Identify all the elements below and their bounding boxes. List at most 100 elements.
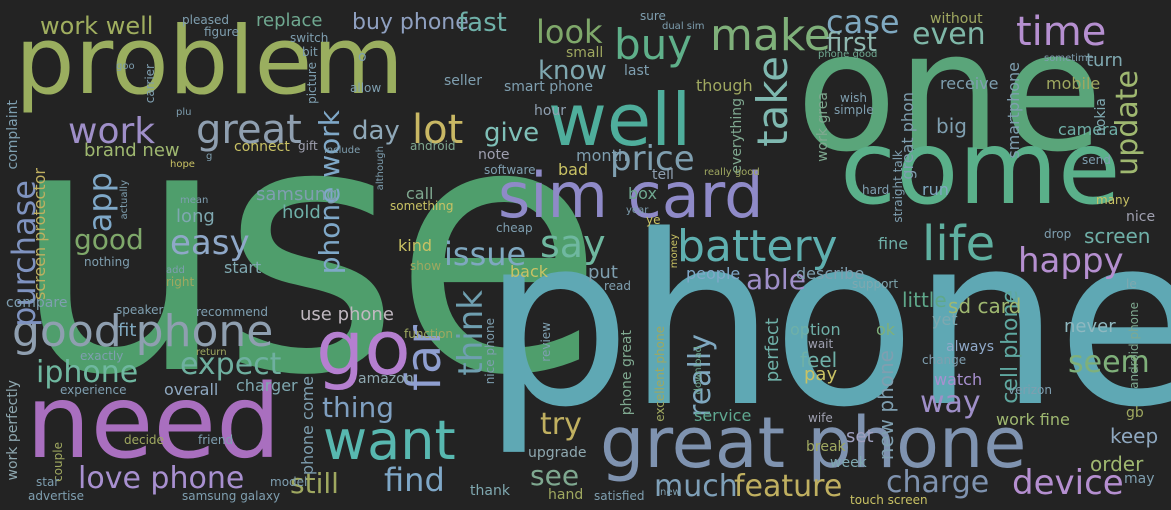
word-picture: picture bbox=[305, 62, 319, 104]
word-mean: mean bbox=[180, 195, 209, 206]
word-buy: buy bbox=[614, 20, 693, 69]
word-put: put bbox=[588, 262, 618, 283]
word-smartphone: smartphone bbox=[1004, 62, 1023, 159]
word-nice-phone: nice phone bbox=[483, 318, 497, 385]
word-device: device bbox=[1012, 463, 1124, 503]
word-love-phone: love phone bbox=[78, 461, 245, 496]
word-smart-phone: smart phone bbox=[504, 79, 594, 95]
word-give: give bbox=[484, 118, 540, 148]
word-download: download bbox=[693, 346, 704, 395]
word-complaint: complaint bbox=[5, 100, 21, 170]
word-able: able bbox=[746, 263, 806, 296]
word-run: run bbox=[922, 180, 949, 199]
word-still: still bbox=[290, 467, 339, 500]
word-lot: lot bbox=[412, 107, 464, 153]
word-well: well bbox=[548, 78, 692, 162]
word-review: review bbox=[539, 322, 553, 362]
word-sometime: sometime bbox=[1044, 53, 1094, 64]
word-turn: turn bbox=[1086, 50, 1123, 71]
word-sd-card: sd card bbox=[948, 294, 1022, 318]
word-compare: compare bbox=[6, 295, 68, 311]
word-read: read bbox=[604, 279, 632, 293]
word-samsung: samsung bbox=[256, 184, 338, 205]
word-software: software bbox=[484, 163, 536, 177]
word-without: without bbox=[930, 11, 983, 27]
word-buy-phone: buy phone bbox=[352, 10, 469, 35]
word-gb: gb bbox=[1126, 405, 1144, 421]
word-service: service bbox=[694, 406, 752, 425]
word-everything: everything bbox=[729, 98, 745, 174]
word-app: app bbox=[81, 172, 119, 233]
word-speaker: speaker bbox=[116, 303, 164, 317]
word-star: star bbox=[36, 475, 60, 489]
word-long: long bbox=[176, 206, 215, 227]
word-return: return bbox=[196, 347, 227, 358]
word-box: box bbox=[628, 184, 657, 203]
word-samsung-galaxy: samsung galaxy bbox=[182, 489, 281, 503]
word-much: much bbox=[654, 469, 738, 504]
word-fast: fast bbox=[458, 8, 507, 38]
word-yet: yet bbox=[932, 310, 958, 329]
word-work-well: work well bbox=[40, 12, 154, 40]
word-describe: describe bbox=[796, 264, 865, 283]
word-simple: simple bbox=[834, 103, 874, 117]
word-sure: sure bbox=[640, 9, 666, 23]
word-many: many bbox=[1096, 193, 1130, 207]
word-work-grea: work grea bbox=[815, 92, 831, 162]
word-hour: hour bbox=[534, 103, 567, 119]
word-g: g bbox=[206, 151, 213, 162]
word-experience: experience bbox=[60, 383, 127, 397]
word-people: people bbox=[686, 264, 741, 283]
word-seller: seller bbox=[444, 73, 483, 89]
word-feel: feel bbox=[800, 348, 838, 372]
word-hand: hand bbox=[548, 487, 584, 503]
word-work-perfectly: work perfectly bbox=[5, 380, 21, 481]
word-use: use bbox=[10, 50, 605, 451]
word-last: last bbox=[624, 63, 650, 79]
word-look: look bbox=[536, 13, 603, 51]
word-seem: seem bbox=[1068, 345, 1150, 380]
word-fit: fit bbox=[118, 320, 137, 341]
word-come: come bbox=[840, 109, 1121, 228]
word-life: life bbox=[922, 216, 996, 272]
word-satisfied: satisfied bbox=[594, 489, 645, 503]
word-note: note bbox=[478, 147, 510, 163]
word-watch: watch bbox=[934, 370, 983, 389]
word-case: case bbox=[826, 3, 900, 41]
word-actually: actually bbox=[119, 180, 130, 220]
word-recommend: recommend bbox=[196, 305, 268, 319]
word-may: may bbox=[1124, 471, 1155, 487]
word-gift: gift bbox=[298, 139, 318, 153]
word-though: though bbox=[696, 76, 753, 95]
word-le: le bbox=[1126, 277, 1137, 291]
word-money: money bbox=[669, 234, 680, 269]
word-take: take bbox=[748, 56, 797, 147]
word-amazon: amazon bbox=[358, 371, 414, 387]
word-right: right bbox=[166, 275, 195, 289]
word-charge: charge bbox=[886, 465, 990, 500]
word-phone-come: phone come bbox=[298, 376, 317, 476]
word-wife: wife bbox=[808, 411, 833, 425]
word-work: work bbox=[68, 111, 156, 152]
word-keep: keep bbox=[1110, 424, 1159, 448]
word-day: day bbox=[352, 116, 400, 146]
word-expect: expect bbox=[180, 347, 282, 382]
word-bit: bit bbox=[302, 45, 318, 59]
word-switch: switch bbox=[290, 31, 329, 45]
word-call: call bbox=[406, 184, 434, 203]
word-camera: camera bbox=[1058, 120, 1119, 139]
word-mobile: mobile bbox=[1046, 74, 1101, 93]
word-receive: receive bbox=[940, 74, 999, 93]
word-perfect: perfect bbox=[762, 318, 783, 383]
word-bad: bad bbox=[558, 160, 589, 179]
word-android-phone: android phone bbox=[1127, 302, 1141, 389]
word-hard: hard bbox=[862, 183, 890, 197]
word-phone-great: phone great bbox=[619, 330, 635, 416]
word-charger: charger bbox=[236, 376, 298, 395]
word-back: back bbox=[510, 262, 549, 281]
word-although: although bbox=[375, 146, 386, 191]
word-kind: kind bbox=[398, 236, 433, 255]
word-thank: thank bbox=[470, 483, 510, 499]
word-dual-sim: dual sim bbox=[662, 21, 705, 32]
